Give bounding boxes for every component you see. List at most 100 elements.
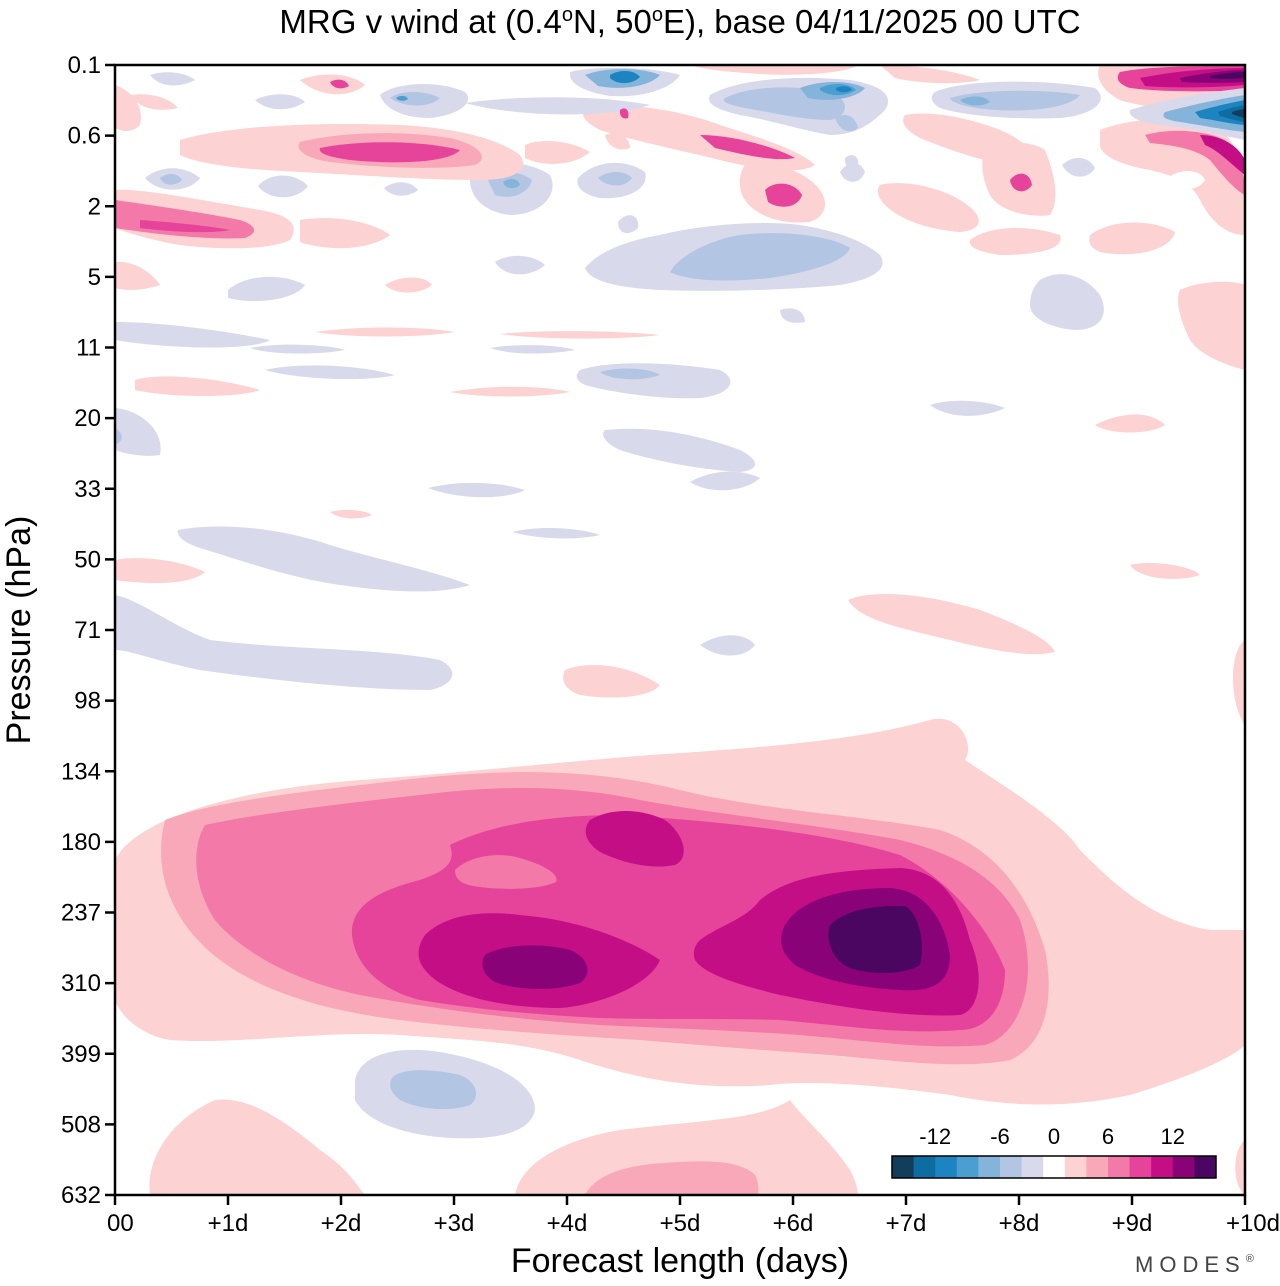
contour-neg-4-top-h2 [835,115,858,132]
x-axis-title: Forecast length (days) [511,1242,849,1280]
colorbar-swatch [1043,1156,1066,1178]
colorbar-swatch [978,1156,1001,1178]
y-tick-label: 50 [74,546,101,573]
contour-neg-4-20 [115,428,122,445]
contour-neg-8-top-d [396,95,408,101]
contour-neg-2-11 [115,322,270,348]
contour-pos-2-2b [300,218,390,249]
x-tick-label: +5d [660,1210,701,1237]
contour-pos-6-inner [455,855,557,889]
contour-neg-4-1e [598,172,632,186]
x-tick-label: 00 [107,1210,134,1237]
contour-pos-10-06f [1200,135,1245,175]
x-tick-label: +9d [1112,1210,1153,1237]
contour-neg-2-top-a [150,72,195,86]
contour-pos-2-top-g [690,65,860,75]
x-tick-label: +1d [208,1210,249,1237]
x-tick-label: +3d [434,1210,475,1237]
contour-neg-14-top-l [1232,109,1245,118]
contour-pos-2-11r [1178,281,1245,370]
contour-pos-14-east [828,905,922,973]
colorbar-swatch [935,1156,958,1178]
contour-pos-2-10b [500,331,660,339]
contour-pos-8-2a [140,220,230,233]
colorbar-swatch [1000,1156,1023,1178]
contour-neg-2-1c [384,182,418,196]
contour-neg-2-50 [177,526,470,592]
y-tick-label: 5 [88,264,101,291]
contour-pos-2-4 [115,261,160,290]
contour-pos-8-06b [319,142,460,163]
y-tick-label: 632 [61,1182,101,1209]
x-tick-label: +7d [886,1210,927,1237]
contour-pos-2-15b [450,386,570,397]
y-tick-label: 98 [74,688,101,715]
x-tick-label: +10d [1226,1210,1280,1237]
x-tick-label: +6d [773,1210,814,1237]
contour-white-06f [1165,171,1205,189]
contour-pos-2-bot2 [515,1100,858,1195]
contour-neg-2-44 [512,528,600,539]
contour-pos-2-16 [135,376,260,396]
colorbar-swatch [1129,1156,1152,1178]
contour-neg-12-top-l [1218,105,1245,122]
contour-pos-8-06d [700,135,795,160]
contour-pos-2-44 [330,509,372,519]
contour-pos-4-bot2 [585,1161,759,1195]
contour-neg-6-1d [503,178,520,189]
x-tick-label: +2d [321,1210,362,1237]
y-axis-title: Pressure (hPa) [0,516,38,745]
contour-neg-2-8 [1030,274,1104,330]
contour-neg-6-top-j [960,96,990,106]
contour-neg-2-4 [495,255,545,275]
contour-neg-2-3b [618,215,639,234]
contour-pos-2-top-i [880,65,980,84]
contour-neg-2-11b [250,344,345,354]
contour-pos-8-top-b [330,79,349,89]
contour-pos-10-upper [585,811,684,867]
y-tick-label: 508 [61,1111,101,1138]
contour-neg-2-11c [490,345,575,354]
colorbar-swatch [1064,1156,1087,1178]
colorbar-swatch [892,1156,915,1178]
contour-pos-2-2f [877,183,979,232]
x-axis: 00 +1d +2d +3d +4d +5d +6d +7d +8d +9d +10d [107,1195,1280,1237]
colorbar-tick-label: -6 [990,1124,1010,1149]
contour-pos-2-6 [385,277,432,293]
colorbar-swatch [1108,1156,1131,1178]
contour-pos-2-98a [563,665,660,698]
contour-neg-4-low [390,1070,476,1110]
contour-neg-2-top-o [844,155,859,168]
contour-neg-4-top-j [950,90,1080,111]
colorbar-tick-label: 6 [1102,1124,1114,1149]
chart-title: MRG v wind at (0.4oN, 50oE), base 04/11/… [279,3,1080,40]
y-tick-label: 0.6 [68,123,101,150]
y-tick-label: 399 [61,1041,101,1068]
y-tick-label: 11 [76,335,101,362]
contour-neg-2-33b [690,471,760,491]
contour-neg-2-71 [115,595,453,690]
y-tick-label: 0.1 [68,52,101,79]
contour-pos-2-06a [115,85,141,132]
colorbar-swatch [956,1156,979,1178]
contour-pos-8-top-m [619,108,629,119]
contour-neg-2-20b [930,400,1005,416]
contour-neg-2-top-e [465,97,650,115]
colorbar-tick-label: 0 [1048,1124,1060,1149]
contour-pos-2-top-n [605,133,630,150]
contour-pos-2-top-a [130,94,178,110]
contour-pos-2-20 [1095,414,1165,433]
contour-pos-2-50 [115,558,205,584]
plot-area: 00 +1d +2d +3d +4d +5d +6d +7d +8d +9d +10d 0.1 0.6… [61,52,1280,1237]
x-tick-label: +8d [999,1210,1040,1237]
contour-pos-2-06e [903,113,1031,165]
y-tick-label: 33 [74,476,101,503]
colorbar-swatch [1086,1156,1109,1178]
colorbar-tick-label: 12 [1161,1124,1185,1149]
y-tick-label: 20 [74,405,101,432]
contour-neg-4-3 [670,233,850,281]
contour-pos-2-50r [1130,563,1200,579]
contour-pos-2-bot1 [149,1099,365,1195]
colorbar-swatch [1021,1156,1044,1178]
